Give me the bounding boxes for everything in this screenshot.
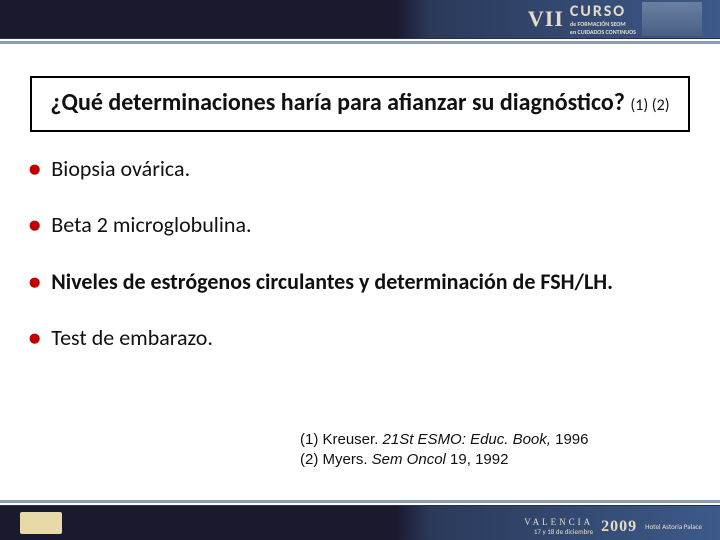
footer-sponsor-logo — [20, 512, 62, 534]
question-text: ¿Qué determinaciones haría para afianzar… — [46, 88, 674, 118]
logo-text-block: CURSO de FORMACIÓN SEOM en CUIDADOS CONT… — [570, 2, 636, 36]
footer-city-dates: VALENCIA 17 y 18 de diciembre — [524, 517, 593, 536]
bullet-text: Test de embarazo. — [51, 325, 213, 351]
question-box: ¿Qué determinaciones haría para afianzar… — [30, 76, 690, 132]
citation-source: Sem Oncol — [372, 451, 450, 468]
citation-year: 1996 — [555, 431, 588, 448]
citations: (1) Kreuser. 21St ESMO: Educ. Book, 1996… — [300, 430, 589, 469]
footer-year: 2009 — [601, 518, 637, 536]
bullet-text: Niveles de estrógenos circulantes y dete… — [51, 269, 613, 295]
question-refs: (1) (2) — [630, 96, 669, 115]
citation-lead: (1) Kreuser. — [300, 431, 383, 448]
citation-source: 21St ESMO: Educ. Book, — [383, 431, 556, 448]
bullet-icon: ● — [28, 212, 41, 238]
logo-roman: VII — [528, 6, 564, 32]
slide-header: VII CURSO de FORMACIÓN SEOM en CUIDADOS … — [0, 0, 720, 58]
footer-event-info: VALENCIA 17 y 18 de diciembre 2009 Hotel… — [524, 517, 702, 536]
footer-city: VALENCIA — [524, 517, 593, 527]
list-item: ● Test de embarazo. — [28, 325, 692, 351]
footer-dates: 17 y 18 de diciembre — [524, 527, 593, 536]
list-item: ● Biopsia ovárica. — [28, 156, 692, 182]
citation-2: (2) Myers. Sem Oncol 19, 1992 — [300, 450, 589, 470]
logo-building-graphic — [642, 2, 702, 36]
bullet-text: Beta 2 microglobulina. — [51, 212, 251, 238]
bullet-icon: ● — [28, 269, 41, 295]
bullet-list: ● Biopsia ovárica. ● Beta 2 microglobuli… — [28, 156, 692, 352]
logo-curso: CURSO — [570, 2, 636, 21]
citation-lead: (2) Myers. — [300, 451, 372, 468]
header-logo: VII CURSO de FORMACIÓN SEOM en CUIDADOS … — [528, 2, 702, 36]
bullet-icon: ● — [28, 325, 41, 351]
list-item: ● Beta 2 microglobulina. — [28, 212, 692, 238]
header-rules — [0, 38, 720, 44]
bullet-icon: ● — [28, 156, 41, 182]
footer-hotel: Hotel Astoria Palace — [645, 522, 702, 531]
citation-rest: 19, 1992 — [450, 451, 508, 468]
list-item: ● Niveles de estrógenos circulantes y de… — [28, 269, 692, 295]
slide-footer: VALENCIA 17 y 18 de diciembre 2009 Hotel… — [0, 500, 720, 540]
citation-1: (1) Kreuser. 21St ESMO: Educ. Book, 1996 — [300, 430, 589, 450]
bullet-text: Biopsia ovárica. — [51, 156, 190, 182]
question-line: ¿Qué determinaciones haría para afianzar… — [50, 88, 625, 117]
logo-line2: en CUIDADOS CONTINUOS — [570, 29, 636, 36]
